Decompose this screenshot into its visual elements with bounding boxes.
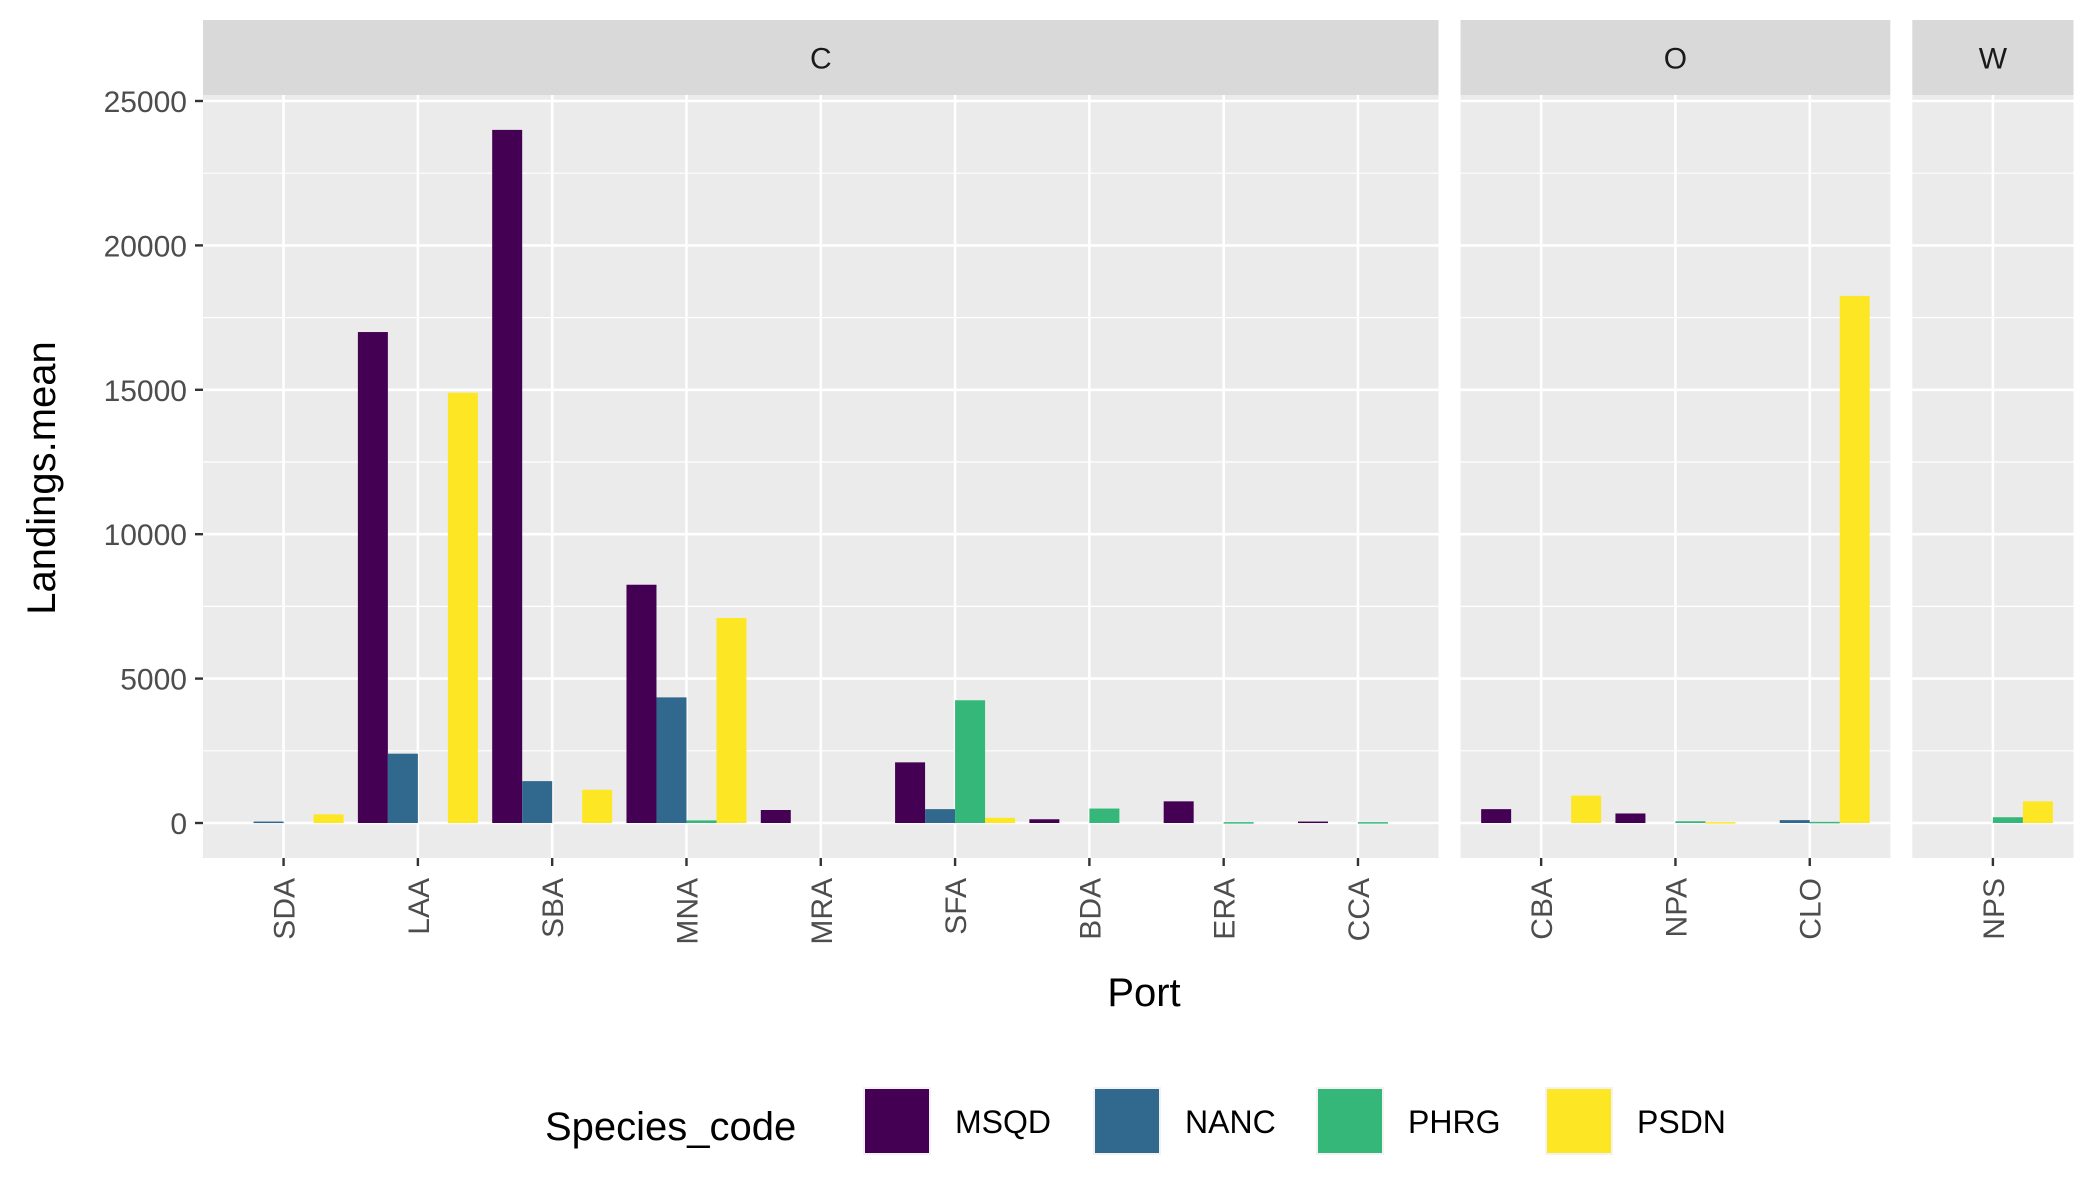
x-tick-label: ERA: [1209, 878, 1242, 940]
legend-key-PSDN: [1547, 1089, 1611, 1153]
bar-NPS-PHRG: [1992, 817, 2023, 823]
bar-SBA-PSDN: [582, 789, 613, 823]
x-tick-label: CCA: [1343, 878, 1376, 941]
legend-label-PSDN: PSDN: [1637, 1104, 1726, 1140]
bar-CCA-PHRG: [1357, 822, 1388, 824]
y-tick-label: 15000: [104, 375, 187, 408]
y-tick-label: 0: [170, 808, 187, 841]
bar-NPA-PHRG: [1675, 821, 1706, 823]
bar-SFA-NANC: [925, 809, 956, 823]
bar-NPS-PSDN: [2022, 801, 2053, 823]
legend-label-NANC: NANC: [1185, 1104, 1276, 1140]
panels: C SDA LAA SBA MNA MRA SFA BDA ERA CCA O CBA NPA CLO W N…: [203, 20, 2074, 945]
facet-strip-label: W: [1979, 43, 2008, 76]
y-axis-title: Landings.mean: [20, 341, 64, 615]
legend: Species_code MSQD NANC PHRG PSDN: [545, 1087, 1726, 1155]
panel-W: W NPS: [1912, 20, 2074, 940]
bar-MNA-PSDN: [716, 617, 747, 823]
y-tick-label: 5000: [120, 664, 187, 697]
bar-BDA-PHRG: [1089, 808, 1120, 823]
facet-strip: [203, 20, 1439, 95]
x-tick-label: MRA: [806, 878, 839, 945]
bar-ERA-MSQD: [1163, 801, 1194, 823]
bar-SFA-MSQD: [895, 762, 926, 823]
bar-BDA-MSQD: [1029, 819, 1060, 823]
panel-C: C SDA LAA SBA MNA MRA SFA BDA ERA CCA: [203, 20, 1439, 945]
bar-MNA-PHRG: [686, 820, 717, 823]
legend-key-PHRG: [1318, 1089, 1382, 1153]
bar-NPA-MSQD: [1615, 813, 1646, 823]
x-tick-label: CLO: [1795, 878, 1828, 940]
bar-CBA-PSDN: [1571, 795, 1602, 823]
y-tick-label: 10000: [104, 519, 187, 552]
bar-LAA-MSQD: [357, 332, 388, 823]
x-tick-label: SDA: [269, 878, 302, 940]
bar-SDA-PSDN: [313, 814, 344, 823]
bar-SBA-NANC: [522, 781, 553, 823]
x-tick-label: MNA: [671, 878, 704, 945]
bar-SBA-MSQD: [492, 129, 523, 823]
x-tick-label: LAA: [403, 878, 436, 935]
x-tick-label: CBA: [1526, 878, 1559, 940]
y-tick-label: 25000: [104, 86, 187, 119]
legend-title: Species_code: [545, 1105, 796, 1149]
y-axis: 0 5000 10000 15000 20000 25000: [104, 86, 203, 841]
legend-label-PHRG: PHRG: [1408, 1104, 1500, 1140]
x-tick-label: NPA: [1660, 878, 1693, 937]
x-tick-label: SFA: [940, 878, 973, 935]
bar-CLO-NANC: [1779, 820, 1810, 823]
bar-ERA-PHRG: [1223, 822, 1254, 824]
facet-strip: [1460, 20, 1891, 95]
facet-strip-label: C: [810, 43, 832, 76]
facet-strip: [1912, 20, 2074, 95]
y-tick-label: 20000: [104, 230, 187, 263]
bar-MNA-MSQD: [626, 584, 657, 823]
x-tick-label: NPS: [1978, 878, 2011, 940]
bar-CCA-MSQD: [1297, 821, 1328, 824]
bar-SDA-NANC: [253, 821, 284, 824]
legend-key-NANC: [1095, 1089, 1159, 1153]
bar-MNA-NANC: [656, 697, 687, 823]
panel-O: O CBA NPA CLO: [1460, 20, 1891, 940]
legend-key-MSQD: [865, 1089, 929, 1153]
bar-LAA-NANC: [387, 753, 418, 823]
bar-CLO-PHRG: [1809, 821, 1840, 824]
bar-CLO-PSDN: [1839, 295, 1870, 823]
bar-NPA-PSDN: [1705, 822, 1736, 824]
x-axis-title: Port: [1107, 971, 1180, 1015]
x-tick-label: BDA: [1074, 878, 1107, 940]
bar-LAA-PSDN: [447, 392, 478, 823]
facet-strip-label: O: [1664, 43, 1687, 76]
bar-SFA-PSDN: [985, 817, 1016, 823]
legend-label-MSQD: MSQD: [955, 1104, 1051, 1140]
bar-CBA-MSQD: [1481, 809, 1512, 823]
x-tick-label: SBA: [537, 878, 570, 938]
bar-SFA-PHRG: [955, 700, 986, 823]
bar-MRA-MSQD: [760, 810, 791, 823]
